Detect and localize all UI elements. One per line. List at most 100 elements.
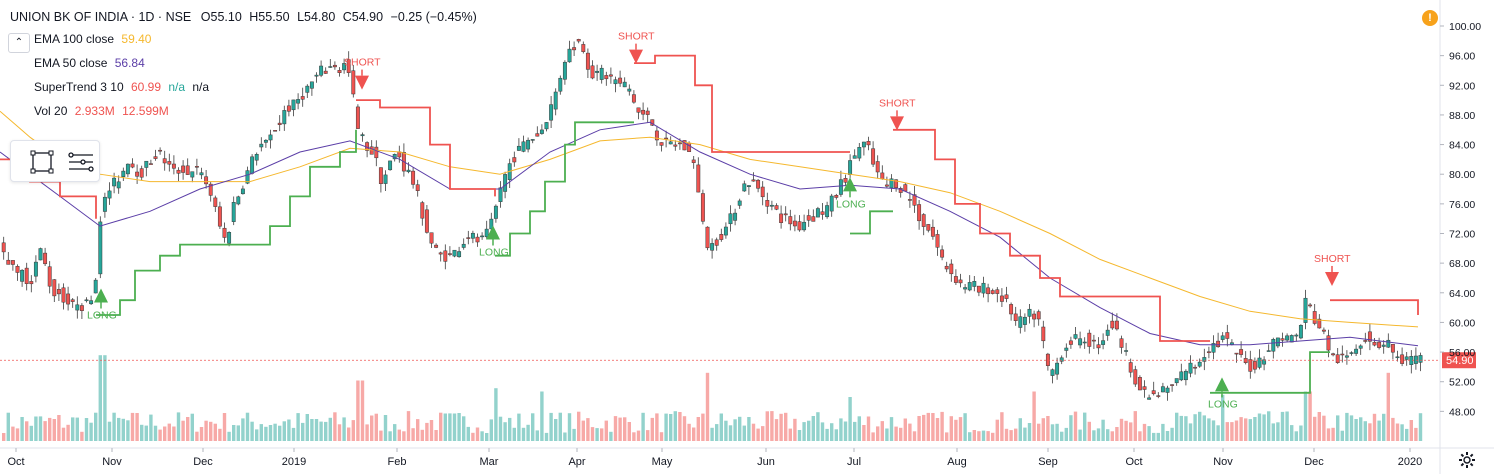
candle	[884, 184, 889, 187]
y-tick-label: 100.00	[1449, 21, 1481, 33]
volume-bar	[903, 418, 907, 441]
candle	[664, 137, 669, 140]
candle	[935, 234, 940, 248]
volume-bar	[328, 417, 332, 441]
candle	[567, 48, 572, 63]
volume-bar	[549, 412, 553, 441]
candle	[1252, 361, 1257, 370]
volume-bar	[462, 416, 466, 441]
candle	[190, 171, 195, 178]
candle	[139, 168, 144, 178]
candle	[516, 145, 521, 151]
volume-bar	[770, 411, 774, 441]
candle	[1262, 359, 1267, 365]
volume-bar	[195, 431, 199, 441]
candle	[1275, 337, 1280, 347]
x-tick-label: Mar	[480, 456, 499, 468]
volume-bar	[402, 431, 406, 441]
volume-bar	[117, 417, 121, 441]
volume-bar	[457, 413, 461, 441]
volume-bar	[186, 417, 190, 441]
candle	[84, 299, 89, 302]
volume-bar	[857, 416, 861, 441]
candle	[1078, 338, 1083, 346]
indicator-volume[interactable]: Vol 20 2.933M 12.599M	[34, 100, 169, 122]
volume-bar	[958, 417, 963, 441]
candle	[1170, 384, 1175, 386]
candle	[199, 172, 204, 176]
signal-short: SHORT	[344, 57, 381, 90]
volume-bar	[393, 424, 397, 441]
volume-bar	[1248, 419, 1252, 441]
signal-label: SHORT	[344, 57, 381, 69]
volume-bar	[788, 428, 792, 441]
volume-bar	[728, 425, 733, 441]
indicator-supertrend[interactable]: SuperTrend 3 10 60.99 n/a n/a	[34, 76, 209, 98]
signal-label: LONG	[836, 198, 866, 210]
rectangle-tool-icon[interactable]	[30, 150, 54, 174]
candle	[585, 52, 590, 70]
volume-bar	[144, 425, 148, 441]
y-tick-label: 84.00	[1449, 140, 1475, 152]
volume-bar	[811, 416, 815, 441]
candle	[420, 202, 425, 219]
candle	[1344, 355, 1349, 358]
candle	[378, 167, 383, 184]
volume-bar	[554, 419, 558, 441]
indicator-ema50[interactable]: EMA 50 close 56.84	[34, 52, 145, 74]
candle	[75, 304, 80, 311]
candle	[641, 109, 646, 115]
volume-bar	[1161, 423, 1165, 441]
volume-bar	[452, 413, 457, 441]
candle	[1036, 311, 1041, 320]
candle	[1400, 354, 1405, 364]
gear-icon[interactable]	[1458, 451, 1476, 469]
candle	[581, 44, 586, 52]
candle	[493, 205, 498, 219]
volume-bar	[825, 428, 829, 441]
candle	[10, 260, 15, 265]
volume-bar	[112, 412, 116, 441]
volume-bar	[172, 426, 176, 441]
candle	[6, 259, 11, 265]
candle	[369, 146, 374, 155]
candle	[673, 144, 678, 147]
volume-bar	[972, 430, 976, 441]
indicator-ema100[interactable]: EMA 100 close 59.40	[34, 28, 151, 50]
lines-tool-icon[interactable]	[68, 152, 94, 172]
volume-bar	[797, 430, 802, 441]
candle	[1386, 339, 1391, 348]
candle	[733, 212, 738, 221]
candle	[300, 96, 305, 100]
volume-bar	[1234, 420, 1239, 441]
candle	[953, 276, 958, 283]
volume-bar	[204, 420, 208, 441]
volume-bar	[282, 421, 286, 441]
legend-collapse-button[interactable]: ⌃	[8, 33, 30, 53]
volume-bar	[1395, 423, 1400, 441]
candle	[797, 221, 802, 231]
y-tick-label: 76.00	[1449, 199, 1475, 211]
x-tick-label: Oct	[1125, 456, 1142, 468]
volume-bar	[1055, 423, 1059, 441]
alert-icon[interactable]: !	[1422, 10, 1438, 26]
volume-bar	[1257, 413, 1262, 441]
candle	[70, 299, 75, 302]
volume-bar	[25, 421, 29, 441]
candle	[691, 159, 696, 163]
candle	[512, 157, 517, 163]
volume-bar	[383, 415, 388, 441]
candle	[250, 156, 255, 174]
candle	[296, 99, 301, 104]
x-tick-label: 2020	[1398, 456, 1422, 468]
volume-bar	[1294, 431, 1298, 441]
supertrend-up-line	[1210, 351, 1330, 394]
volume-bar	[1101, 419, 1105, 441]
volume-bar	[319, 421, 323, 441]
volume-bar	[448, 413, 452, 441]
volume-bar	[1147, 426, 1151, 441]
volume-bar	[1050, 424, 1055, 441]
candle	[792, 220, 797, 227]
short-arrow-icon	[1325, 271, 1339, 286]
